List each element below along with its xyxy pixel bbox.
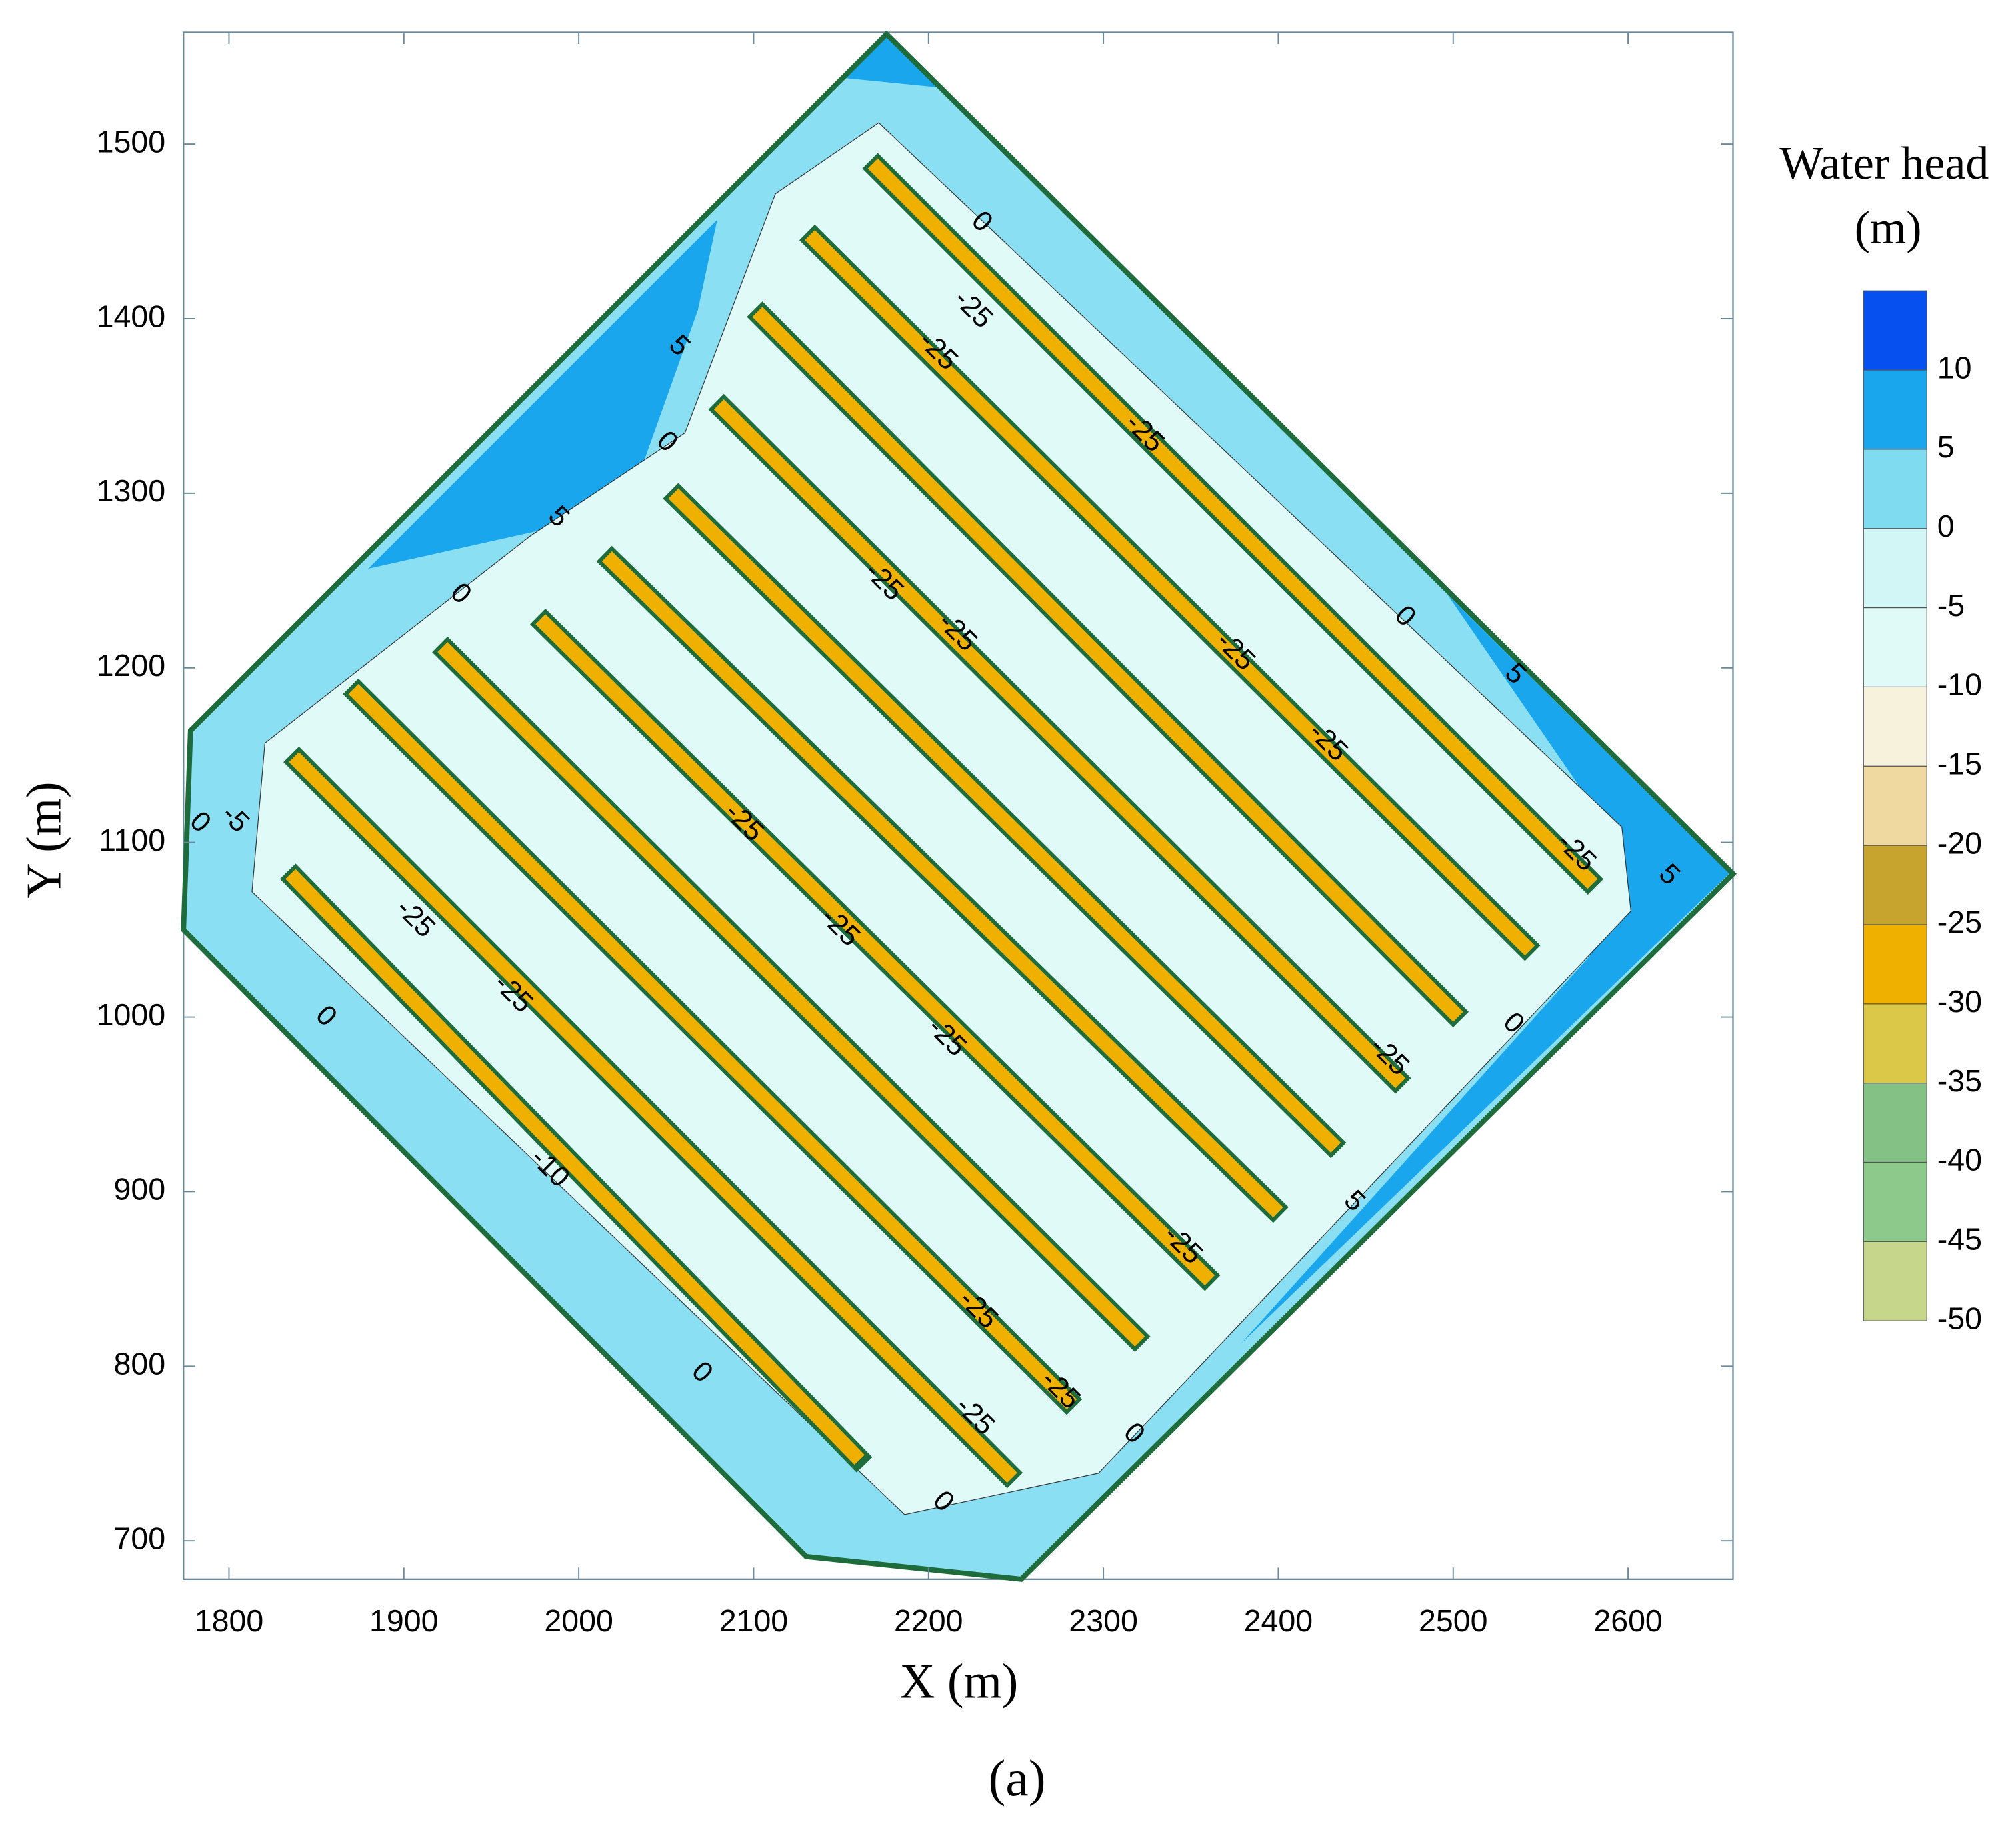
x-tick-label: 2600: [1593, 1603, 1662, 1638]
y-axis-label: Y (m): [17, 781, 71, 898]
colorbar-band: [1863, 1083, 1927, 1163]
colorbar-label: -30: [1937, 984, 1982, 1019]
trench: [285, 869, 867, 1467]
y-tick-label: 1300: [97, 473, 165, 508]
trench: [668, 488, 1341, 1153]
colorbar-band: [1863, 290, 1927, 371]
x-tick-label: 2400: [1244, 1603, 1313, 1638]
y-tick-label: 1200: [97, 648, 165, 683]
colorbar-band: [1863, 449, 1927, 529]
trench: [289, 752, 1017, 1483]
trench: [713, 399, 1406, 1089]
trench: [805, 230, 1535, 956]
colorbar-label: -20: [1937, 825, 1982, 860]
colorbar-label: -15: [1937, 747, 1982, 781]
y-tick-label: 1500: [97, 124, 165, 159]
contour-band: [1240, 594, 1729, 1345]
x-tick-label: 1800: [195, 1603, 263, 1638]
y-tick-label: 900: [114, 1172, 166, 1207]
colorbar-band: [1863, 528, 1927, 609]
x-tick-label: 2200: [894, 1603, 963, 1638]
colorbar-label: 5: [1937, 429, 1955, 464]
colorbar-label: -5: [1937, 588, 1965, 623]
colorbar-band: [1863, 607, 1927, 687]
y-tick-label: 1100: [99, 823, 165, 857]
colorbar-band: [1863, 369, 1927, 450]
colorbar-title: Water head: [1779, 138, 1989, 189]
colorbar-band: [1863, 686, 1927, 767]
x-tick-label: 2000: [544, 1603, 613, 1638]
x-tick-label: 2100: [719, 1603, 788, 1638]
x-axis-label: X (m): [899, 1654, 1018, 1709]
caption: (a): [989, 1749, 1046, 1807]
trench: [601, 551, 1283, 1218]
x-tick-label: 2300: [1069, 1603, 1137, 1638]
colorbar-band: [1863, 765, 1927, 846]
y-tick-label: 1400: [97, 299, 165, 333]
contour-band: [251, 122, 1631, 1515]
x-tick-label: 2500: [1419, 1603, 1487, 1638]
colorbar-label: -25: [1937, 905, 1982, 939]
colorbar-band: [1863, 924, 1927, 1005]
colorbar-band: [1863, 1241, 1927, 1321]
trench: [867, 158, 1598, 889]
domain-boundary: [181, 30, 1737, 1582]
trench: [348, 683, 1077, 1410]
colorbar-label: 0: [1937, 509, 1955, 543]
x-tick-label: 1900: [369, 1603, 438, 1638]
colorbar-label: -35: [1937, 1063, 1982, 1098]
colorbar-band: [1863, 1161, 1927, 1242]
colorbar-label: -50: [1937, 1301, 1982, 1335]
colorbar-band: [1863, 845, 1927, 925]
colorbar-label: -40: [1937, 1143, 1982, 1177]
colorbar-label: 10: [1937, 350, 1972, 385]
colorbar-title: (m): [1855, 203, 1922, 254]
contour-band: [840, 32, 944, 88]
y-tick-label: 1000: [97, 997, 165, 1032]
trench: [752, 307, 1463, 1022]
colorbar-label: -45: [1937, 1222, 1982, 1257]
y-tick-label: 700: [114, 1521, 166, 1555]
colorbar-label: -10: [1937, 667, 1982, 702]
y-tick-label: 800: [114, 1347, 166, 1381]
trench: [535, 614, 1215, 1286]
trench: [437, 642, 1145, 1347]
colorbar-band: [1863, 1003, 1927, 1084]
